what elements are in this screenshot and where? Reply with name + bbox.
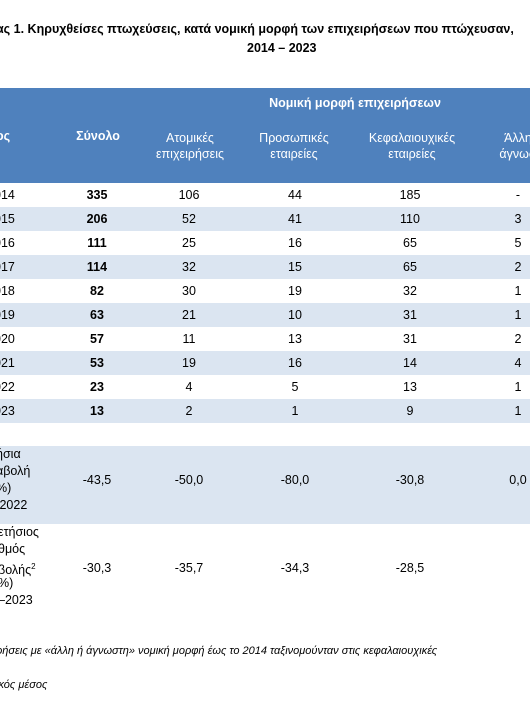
table-row: 023 13 2 1 9 1: [0, 399, 530, 423]
avg-change-row: ετήσιος θμός βολής2 %) –2023 -30,3 -35,7…: [0, 525, 425, 607]
header-sole: Ατομικές επιχειρήσεις: [155, 131, 225, 161]
table-row: 019 63 21 10 31 1: [0, 303, 530, 327]
table-row: 014 335 106 44 185 -: [0, 188, 521, 202]
header-personal: Προσωπικές εταιρείες: [259, 131, 329, 161]
table-row: 020 57 11 13 31 2: [0, 332, 522, 346]
header-capital: Κεφαλαιουχικές εταιρείες: [368, 131, 456, 161]
table-title-line2: 2014 – 2023: [247, 41, 317, 55]
table-row: 015 206 52 41 110 3: [0, 207, 530, 231]
table-row: 016 111 25 16 65 5: [0, 236, 522, 250]
table-row: 021 53 19 16 14 4: [0, 351, 530, 375]
table-header: ος Σύνολο Νομική μορφή επιχειρήσεων Ατομ…: [0, 88, 530, 183]
header-group: Νομική μορφή επιχειρήσεων: [269, 96, 441, 110]
footnote-2: ικός μέσος: [0, 679, 48, 691]
table-row: 018 82 30 19 32 1: [0, 284, 522, 298]
header-year: ος: [0, 129, 11, 143]
footnote-1: ρήσεις με «άλλη ή άγνωστη» νομική μορφή …: [0, 645, 438, 657]
header-other: Άλλη άγνωσ: [499, 131, 530, 161]
header-total: Σύνολο: [76, 129, 120, 143]
table-row: 017 114 32 15 65 2: [0, 255, 530, 279]
table-title-line1: ας 1. Κηρυχθείσες πτωχεύσεις, κατά νομικ…: [0, 22, 514, 36]
table-row: 022 23 4 5 13 1: [0, 380, 522, 394]
